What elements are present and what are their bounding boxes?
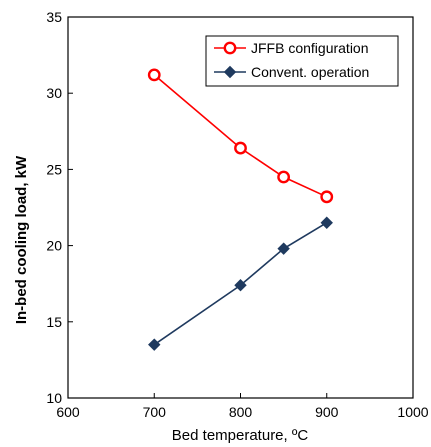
data-point (277, 242, 290, 255)
y-axis-title: In-bed cooling load, kW (13, 155, 30, 324)
data-point (234, 141, 247, 155)
legend-marker (223, 41, 237, 55)
data-point (148, 338, 161, 351)
data-point (147, 68, 161, 82)
y-tick-label: 15 (46, 314, 62, 330)
y-tick-label: 30 (46, 85, 62, 101)
series-2 (148, 216, 333, 351)
series-line (153, 222, 328, 346)
legend-item: Convent. operation (214, 64, 369, 80)
legend-label: JFFB configuration (251, 40, 369, 56)
series-line (153, 74, 328, 198)
data-point (234, 279, 247, 292)
x-tick-label: 900 (315, 404, 339, 420)
series-layer (147, 68, 334, 351)
y-tick-label: 20 (46, 238, 62, 254)
legend-marker (223, 65, 237, 79)
x-tick-label: 800 (229, 404, 253, 420)
data-point (320, 216, 333, 229)
x-tick-label: 600 (56, 404, 80, 420)
y-tick-label: 25 (46, 161, 62, 177)
x-axis-title: Bed temperature, ºC (172, 427, 309, 444)
y-tick-label: 35 (46, 9, 62, 25)
x-tick-label: 1000 (397, 404, 428, 420)
y-axis: 10 15 20 25 30 35 (46, 9, 73, 406)
legend-label: Convent. operation (251, 64, 369, 80)
data-point (277, 170, 291, 184)
series-1 (147, 68, 334, 204)
legend: JFFB configuration Convent. operation (205, 35, 399, 87)
legend-box (205, 35, 399, 87)
y-tick-label: 10 (46, 390, 62, 406)
data-point (320, 190, 334, 204)
x-axis: 600 700 800 900 1000 (56, 393, 429, 420)
x-tick-label: 700 (143, 404, 167, 420)
legend-item: JFFB configuration (214, 40, 369, 56)
